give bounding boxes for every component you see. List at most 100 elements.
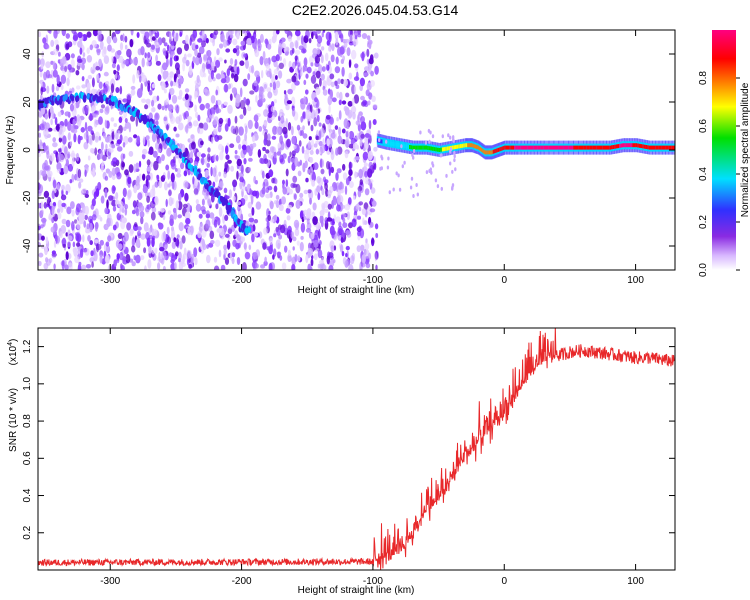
- noise-speck: [152, 235, 156, 241]
- carrier-core: [461, 143, 464, 148]
- noise-speck: [372, 119, 377, 125]
- noise-speck: [248, 244, 252, 251]
- noise-speck: [245, 59, 249, 69]
- noise-speck: [272, 254, 275, 260]
- carrier-core: [634, 143, 637, 148]
- sparse-speck: [452, 135, 455, 140]
- noise-speck: [282, 186, 288, 195]
- noise-speck: [145, 98, 151, 105]
- noise-speck: [314, 55, 321, 64]
- noise-speck: [149, 188, 155, 198]
- carrier-core: [596, 145, 601, 150]
- noise-speck: [312, 48, 318, 56]
- noise-speck: [241, 144, 247, 151]
- noise-speck: [110, 117, 115, 122]
- noise-speck: [151, 44, 155, 50]
- noise-speck: [84, 121, 88, 132]
- noise-speck: [294, 157, 299, 167]
- carrier-core: [609, 145, 612, 150]
- spectrogram-y-label: Frequency (Hz): [5, 116, 16, 185]
- noise-speck: [322, 30, 326, 33]
- noise-speck: [279, 154, 284, 163]
- noise-speck: [253, 30, 257, 35]
- noise-speck: [351, 218, 357, 228]
- noise-speck: [363, 72, 369, 77]
- noise-speck: [263, 122, 268, 127]
- noise-speck: [204, 157, 208, 165]
- noise-speck: [234, 115, 238, 124]
- noise-speck: [103, 71, 109, 77]
- noise-speck: [239, 60, 245, 66]
- noise-speck: [136, 70, 140, 79]
- noise-speck: [154, 112, 160, 121]
- sparse-speck: [419, 130, 422, 135]
- carrier-core: [382, 139, 385, 144]
- noise-speck: [78, 261, 82, 266]
- carrier-core: [638, 143, 642, 148]
- noise-speck: [329, 73, 335, 80]
- noise-speck: [291, 135, 297, 145]
- noise-speck: [170, 172, 175, 183]
- noise-speck: [184, 192, 189, 202]
- colorbar-ticks: 0.0 0.2 0.4 0.6 0.8: [698, 71, 740, 277]
- noise-speck: [326, 76, 332, 86]
- noise-speck: [117, 130, 121, 135]
- noise-speck: [215, 203, 219, 210]
- noise-speck: [103, 55, 110, 64]
- x-tick-label: 100: [627, 576, 644, 587]
- noise-speck: [130, 30, 134, 36]
- noise-speck: [355, 120, 361, 126]
- noise-speck: [206, 153, 211, 163]
- noise-speck: [322, 89, 328, 96]
- noise-speck: [270, 218, 275, 223]
- noise-speck: [156, 95, 160, 102]
- noise-speck: [248, 148, 253, 157]
- noise-speck: [258, 86, 264, 95]
- noise-speck: [92, 113, 98, 118]
- noise-speck: [137, 226, 142, 231]
- carrier-core: [496, 148, 498, 153]
- noise-speck: [354, 156, 360, 161]
- noise-speck: [240, 198, 246, 206]
- noise-speck: [221, 145, 224, 153]
- noise-speck: [41, 170, 47, 177]
- noise-speck: [209, 212, 215, 219]
- noise-speck: [54, 117, 58, 126]
- noise-speck: [355, 203, 360, 210]
- noise-speck: [257, 43, 263, 49]
- noise-speck: [261, 187, 266, 195]
- noise-speck: [168, 252, 173, 257]
- noise-speck: [158, 222, 164, 230]
- carrier-core: [499, 147, 501, 152]
- noise-speck: [168, 109, 173, 119]
- noise-speck: [325, 63, 329, 71]
- noise-speck: [330, 132, 336, 139]
- noise-speck: [272, 125, 278, 135]
- noise-speck: [297, 62, 301, 67]
- sparse-speck: [436, 184, 440, 189]
- noise-speck: [269, 237, 273, 245]
- noise-speck: [344, 138, 350, 148]
- noise-speck: [265, 139, 271, 147]
- noise-speck: [135, 238, 141, 248]
- y-tick-label: 1.2: [22, 339, 33, 353]
- noise-speck: [128, 164, 134, 173]
- noise-speck: [131, 209, 136, 215]
- colorbar-tick-label: 0.4: [698, 167, 709, 181]
- noise-speck: [289, 151, 292, 157]
- noise-speck: [91, 261, 94, 268]
- noise-speck: [171, 241, 176, 249]
- carrier-core: [543, 145, 550, 150]
- noise-speck: [175, 251, 179, 257]
- noise-speck: [305, 89, 309, 95]
- noise-speck: [258, 125, 263, 132]
- carrier-core: [524, 145, 529, 150]
- noise-speck: [327, 95, 333, 106]
- noise-speck: [106, 222, 109, 229]
- carrier-core: [467, 143, 469, 148]
- noise-speck: [158, 251, 161, 262]
- carrier-core: [409, 145, 412, 149]
- noise-speck: [321, 66, 326, 72]
- noise-speck: [66, 77, 70, 87]
- noise-speck: [106, 199, 109, 210]
